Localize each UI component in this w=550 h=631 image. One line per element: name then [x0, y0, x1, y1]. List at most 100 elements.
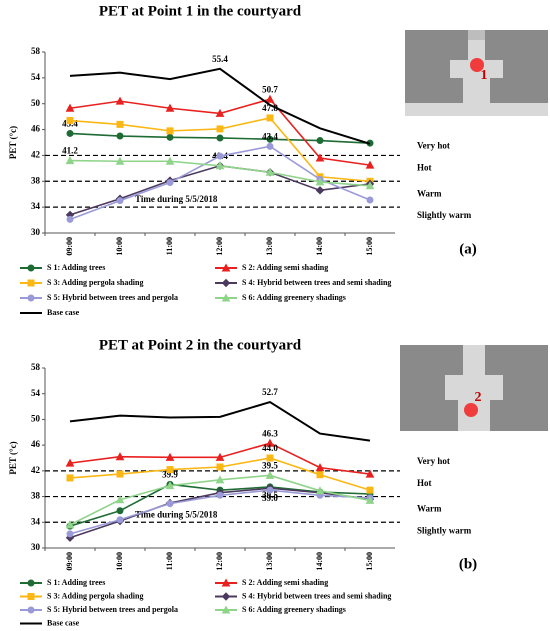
- data-point: [115, 452, 125, 461]
- y-tick-label: 50: [31, 98, 41, 108]
- data-point: [66, 215, 74, 223]
- data-point: [365, 160, 375, 169]
- legend-label: S 4: Hybrid between trees and semi shadi…: [242, 591, 391, 600]
- y-tick-label: 30: [31, 542, 41, 552]
- legend-label: S 6: Adding greenery shadings: [242, 293, 346, 302]
- data-label: 47.8: [262, 103, 278, 113]
- data-point: [65, 103, 75, 112]
- data-point: [66, 117, 74, 125]
- data-point: [315, 153, 325, 162]
- x-tick-label: 10:00: [115, 552, 124, 571]
- data-point: [116, 197, 124, 205]
- data-point: [65, 533, 75, 542]
- data-point: [115, 495, 125, 504]
- data-point: [315, 177, 325, 186]
- legend-marker: [221, 278, 231, 288]
- panel-label: (a): [459, 241, 477, 257]
- x-tick-label: 11:00: [165, 237, 174, 255]
- data-point: [65, 520, 75, 529]
- x-tick-label: 09:00: [65, 552, 74, 571]
- site-map-b: [400, 345, 548, 431]
- y-tick-label: 58: [31, 362, 41, 372]
- x-tick-label: 12:00: [215, 237, 224, 256]
- legend-marker: [27, 606, 35, 614]
- data-point: [266, 142, 274, 150]
- legend-marker: [27, 279, 35, 287]
- data-point: [165, 481, 175, 490]
- y-tick-label: 46: [31, 439, 41, 449]
- data-label: 43.4: [262, 131, 278, 141]
- legend-label: S 1: Adding trees: [47, 263, 105, 272]
- data-point: [265, 470, 275, 479]
- data-label: 39.5: [262, 460, 278, 470]
- data-point: [166, 179, 174, 187]
- legend-label: S 5: Hybrid between trees and pergola: [47, 605, 178, 614]
- data-point: [365, 181, 375, 190]
- data-point: [316, 137, 324, 145]
- x-tick-label: 15:00: [365, 237, 374, 256]
- data-point: [315, 463, 325, 472]
- zone-label: Very hot: [417, 140, 450, 150]
- x-axis-label: Time during 5/5/2018: [135, 194, 218, 204]
- x-tick-label: 13:00: [265, 552, 274, 571]
- data-point: [116, 516, 124, 524]
- y-tick-label: 58: [31, 46, 41, 56]
- data-label: 52.7: [262, 387, 278, 397]
- y-tick-label: 34: [31, 516, 41, 526]
- data-point: [215, 108, 225, 117]
- legend-marker: [221, 293, 231, 302]
- y-tick-label: 54: [31, 72, 41, 82]
- legend-marker: [27, 579, 35, 587]
- legend-marker: [221, 263, 231, 272]
- data-label: 44.0: [262, 443, 278, 453]
- x-tick-label: 10:00: [115, 237, 124, 256]
- y-tick-label: 42: [31, 149, 41, 159]
- data-point: [315, 486, 325, 495]
- data-label: 39.9: [162, 469, 178, 479]
- data-point: [116, 132, 124, 140]
- legend-label: S 6: Adding greenery shadings: [242, 605, 346, 614]
- zone-label: Slightly warm: [417, 525, 472, 535]
- data-point: [116, 470, 124, 478]
- data-point: [266, 454, 274, 462]
- data-point: [316, 471, 324, 479]
- y-tick-label: 38: [31, 491, 41, 501]
- data-point: [365, 495, 375, 504]
- zone-label: Hot: [417, 162, 432, 172]
- y-tick-label: 38: [31, 175, 41, 185]
- x-tick-label: 14:00: [315, 552, 324, 571]
- legend-marker: [27, 294, 35, 302]
- zone-label: Very hot: [417, 456, 450, 466]
- data-point: [365, 469, 375, 478]
- data-point: [165, 156, 175, 165]
- x-tick-label: 15:00: [365, 552, 374, 571]
- data-point: [115, 96, 125, 105]
- legend-label: S 1: Adding trees: [47, 578, 105, 587]
- data-point: [266, 135, 274, 143]
- x-tick-label: 13:00: [265, 237, 274, 256]
- legend-marker: [221, 578, 231, 587]
- legend-label: S 2: Adding semi shading: [242, 578, 328, 587]
- y-tick-label: 30: [31, 227, 41, 237]
- data-label: 39.5: [262, 490, 278, 500]
- legend-label: Base case: [47, 308, 80, 317]
- map-point-label: 2: [475, 390, 482, 405]
- data-point: [366, 196, 374, 204]
- data-point: [216, 134, 224, 142]
- data-point: [115, 156, 125, 165]
- legend-marker: [27, 593, 35, 600]
- zone-label: Warm: [417, 188, 442, 198]
- y-axis-label: PET (°c): [8, 126, 18, 159]
- zone-label: Slightly warm: [417, 210, 472, 220]
- zone-label: Warm: [417, 503, 442, 513]
- panel-label: (b): [459, 556, 477, 572]
- legend-label: Base case: [47, 618, 80, 627]
- data-label: 41.2: [62, 146, 78, 156]
- y-tick-label: 34: [31, 201, 41, 211]
- data-point: [266, 114, 274, 122]
- data-label: 50.7: [262, 84, 278, 94]
- series-line: [69, 67, 371, 145]
- data-point: [366, 486, 374, 494]
- data-point: [265, 167, 275, 176]
